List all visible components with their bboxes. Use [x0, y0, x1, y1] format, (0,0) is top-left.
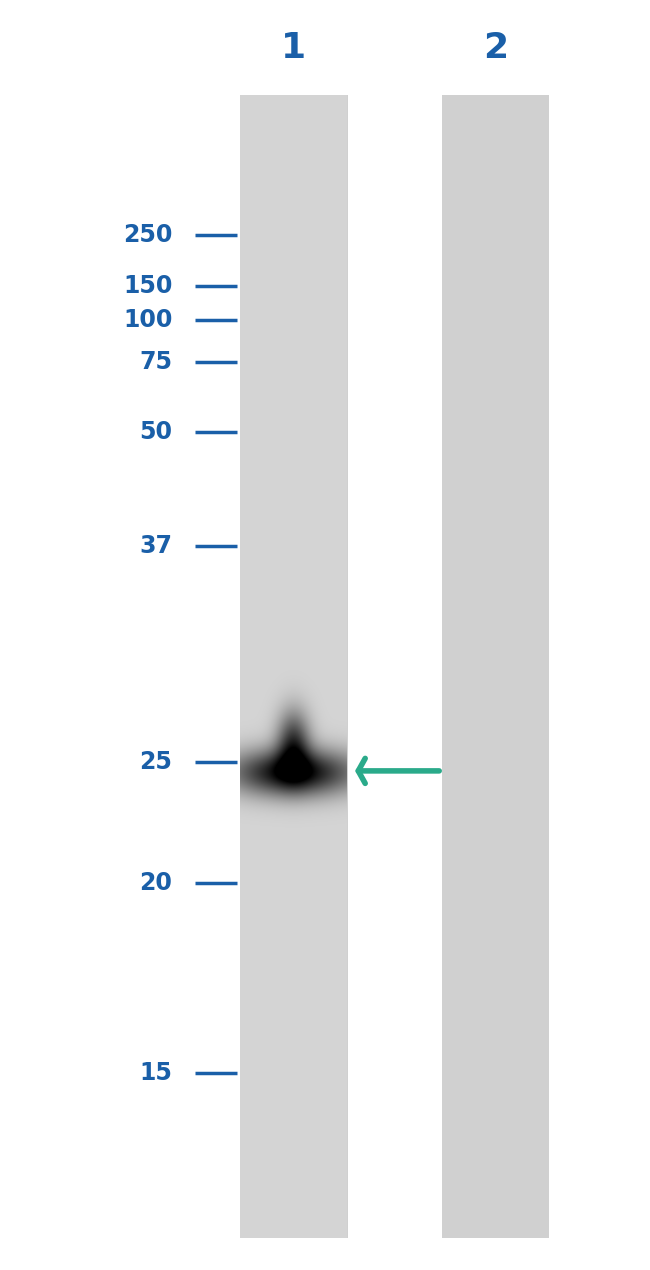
Text: 37: 37	[139, 535, 172, 558]
Text: 150: 150	[123, 274, 172, 297]
Text: 50: 50	[139, 420, 172, 443]
Text: 250: 250	[123, 224, 172, 246]
Text: 20: 20	[139, 871, 172, 894]
Text: 25: 25	[139, 751, 172, 773]
Text: 2: 2	[483, 32, 508, 65]
Text: 1: 1	[281, 32, 306, 65]
Text: 15: 15	[139, 1062, 172, 1085]
Text: 75: 75	[139, 351, 172, 373]
Bar	[240, 95, 348, 1238]
Bar	[442, 95, 549, 1238]
Text: 100: 100	[123, 309, 172, 331]
